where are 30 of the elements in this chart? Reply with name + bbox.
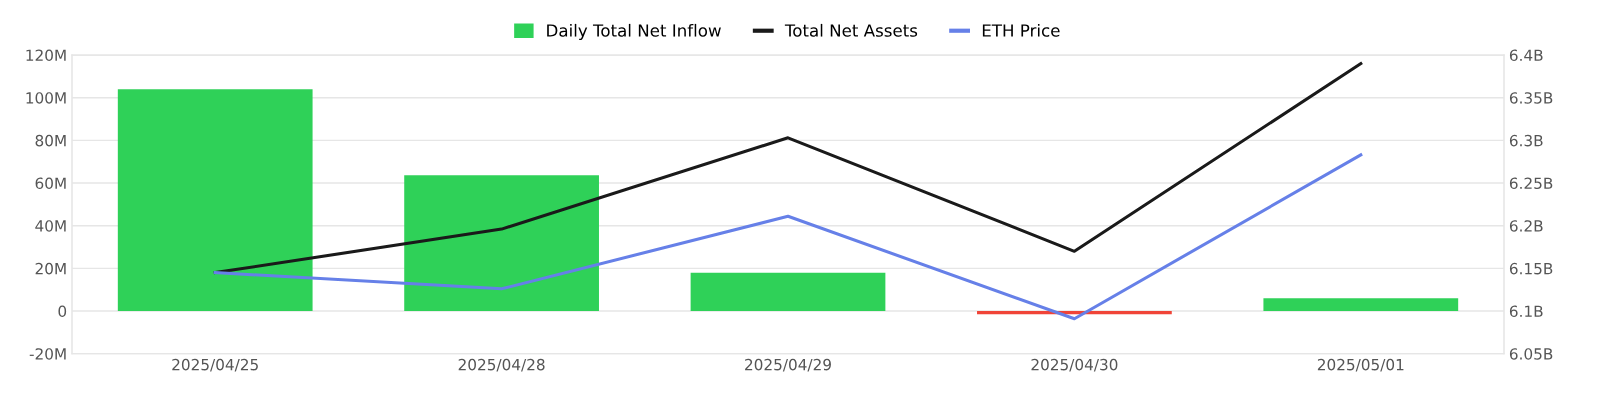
y2-tick-label: 6.3B xyxy=(1509,134,1543,147)
y2-tick-label: 6.1B xyxy=(1509,305,1543,318)
legend-label: Daily Total Net Inflow xyxy=(547,23,721,41)
y-tick-label: 40M xyxy=(35,220,66,232)
y-tick-label: 100M xyxy=(26,92,66,104)
x-tick-label: 2025/04/29 xyxy=(745,358,831,372)
y2-tick-label: 6.15B xyxy=(1509,262,1553,275)
y2-tick-label: 6.25B xyxy=(1509,177,1553,190)
bar xyxy=(117,89,313,312)
legend-label: Total Net Assets xyxy=(784,23,918,37)
line-series xyxy=(213,153,1363,321)
x-tick-label: 2025/04/25 xyxy=(172,358,258,372)
y-tick-label: -20M xyxy=(29,348,66,360)
y-tick-label: 60M xyxy=(35,177,66,190)
bar xyxy=(404,175,599,312)
y2-tick-label: 6.2B xyxy=(1509,220,1543,232)
bar xyxy=(1263,298,1459,312)
bar xyxy=(690,272,886,312)
y-tick-label: 120M xyxy=(26,49,66,62)
y-tick-label: 20M xyxy=(35,262,66,275)
y-tick-label: 0 xyxy=(58,305,67,318)
y2-tick-label: 6.35B xyxy=(1509,92,1553,104)
x-tick-label: 2025/04/30 xyxy=(1031,358,1118,372)
x-tick-label: 2025/04/28 xyxy=(458,358,545,372)
y2-tick-label: 6.05B xyxy=(1509,348,1553,360)
legend-label: ETH Price xyxy=(982,23,1060,37)
y-tick-label: 80M xyxy=(35,134,66,147)
x-tick-label: 2025/05/01 xyxy=(1317,358,1404,372)
line-series xyxy=(213,62,1363,275)
y2-tick-label: 6.4B xyxy=(1509,49,1543,62)
